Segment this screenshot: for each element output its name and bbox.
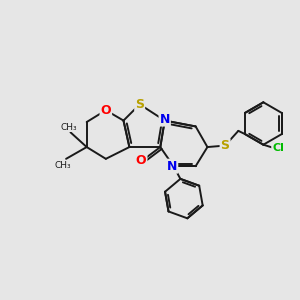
Text: O: O <box>100 104 111 117</box>
Text: CH₃: CH₃ <box>54 161 71 170</box>
Text: CH₃: CH₃ <box>61 122 77 131</box>
Text: O: O <box>136 154 146 167</box>
Text: S: S <box>135 98 144 111</box>
Text: S: S <box>220 139 230 152</box>
Text: N: N <box>167 160 177 173</box>
Text: Cl: Cl <box>272 143 284 153</box>
Text: N: N <box>160 112 170 126</box>
